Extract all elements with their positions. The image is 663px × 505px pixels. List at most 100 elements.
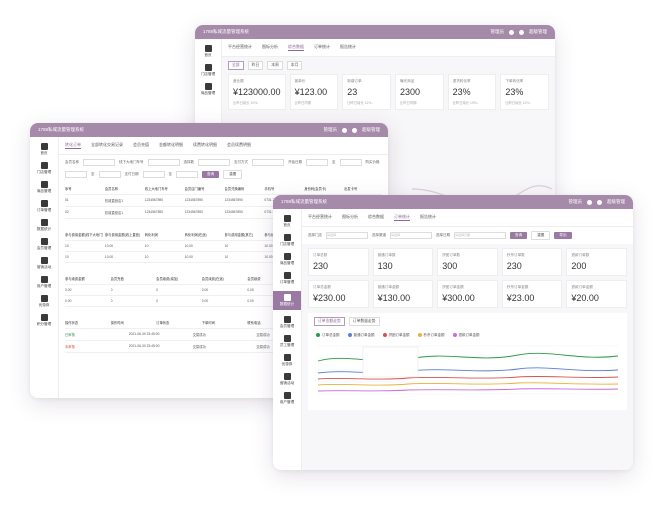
legend-dot [417, 333, 422, 338]
price-max-input[interactable] [98, 171, 121, 178]
sidebar-item-stats[interactable]: 数据统计 [273, 291, 301, 310]
tab-3[interactable]: 金额转化明细 [159, 142, 183, 147]
window-orders-left: 1788私域流量管理系统 管理员 超级管理 首页 门店管理 商品管理 订单管理 … [30, 123, 388, 398]
avatar[interactable] [597, 199, 602, 205]
tab-2[interactable]: 会员充值 [133, 142, 149, 147]
notification-icon[interactable] [509, 29, 514, 35]
legend-item[interactable]: 订单总金额 [316, 333, 340, 338]
sidebar: 首页 门店管理 商品管理 订单管理 数据统计 会员管理 营销活动 用户管理 优惠… [30, 137, 59, 398]
legend-item[interactable]: 退款订单金额 [452, 333, 480, 338]
search-button[interactable]: 查询 [202, 171, 220, 178]
sidebar-item-users[interactable]: 用户管理 [30, 276, 58, 289]
query-button[interactable]: 查询 [510, 232, 528, 239]
notification-icon[interactable] [342, 127, 347, 133]
tag-icon [40, 257, 48, 264]
admin-menu[interactable]: 管理员 [323, 127, 338, 132]
export-button[interactable]: 导出 [554, 232, 572, 239]
legend-dot [347, 333, 352, 338]
pay-end-input[interactable] [176, 171, 198, 178]
user-name[interactable]: 超级管理 [529, 29, 547, 34]
sidebar: 首页 门店管理 商品管理 订单管理 数据统计 会员管理 员工管理 优惠券 营销活… [273, 209, 302, 470]
member-name-input[interactable] [83, 159, 115, 166]
filter-bar: 会员名称 线下大地门车号 选择数 支付方式 开始日期 至 购买价格 至 支付日期… [59, 155, 388, 183]
tab-1[interactable]: 图标分析 [342, 214, 358, 219]
sidebar-item-store[interactable]: 门店管理 [273, 234, 301, 247]
count-cards: 订单总数 230 普通订单数 130 拼团订单数 300 秒杀订单数 230 退款订单数… [302, 248, 633, 276]
period-yesterday[interactable]: 昨日 [247, 61, 264, 70]
reset-button[interactable]: 重置 [223, 170, 243, 179]
legend-item[interactable]: 普通订单金额 [347, 333, 375, 338]
sidebar-item-orders[interactable]: 订单管理 [273, 272, 301, 285]
tab-bar: 平台经营统计 图标分析 综合数据 订单统计 报告统计 [222, 39, 555, 57]
user-name[interactable]: 超级管理 [362, 127, 380, 132]
sidebar-item-points[interactable]: 积分管理 [30, 314, 58, 327]
sidebar-item-store[interactable]: 门店管理 [30, 162, 58, 175]
stat-card: 订单总数 230 [308, 248, 369, 276]
status-badge: 已审核 [65, 333, 75, 337]
sidebar-item-marketing[interactable]: 营销活动 [30, 257, 58, 270]
app-title: 1788私域流量管理系统 [203, 29, 250, 34]
grid-icon [204, 64, 212, 71]
tab-amount-trend[interactable]: 订单金额走势 [314, 317, 345, 326]
series-seckill [317, 382, 619, 386]
period-week[interactable]: 本周 [267, 61, 283, 70]
sidebar-item-coupon[interactable]: 优惠券 [30, 295, 58, 308]
admin-menu[interactable]: 管理员 [568, 199, 583, 204]
pay-start-input[interactable] [142, 171, 165, 178]
tab-4[interactable]: 报告统计 [420, 214, 436, 219]
period-all[interactable]: 全部 [228, 61, 244, 70]
tab-5[interactable]: 会员续费明细 [227, 142, 251, 147]
sidebar-item-store[interactable]: 门店管理 [195, 64, 221, 77]
start-date-input[interactable] [306, 159, 328, 166]
stat-card: 客单价 ¥123.00 比昨日同期 [289, 74, 339, 110]
user-name[interactable]: 超级管理 [607, 199, 625, 204]
tab-4[interactable]: 报告统计 [340, 44, 356, 49]
tab-1[interactable]: 全部转化交易记录 [91, 142, 123, 147]
date-input[interactable]: 请选择日期 [454, 232, 506, 239]
tab-3[interactable]: 订单统计 [394, 214, 410, 221]
avatar[interactable] [519, 29, 524, 35]
end-date-input[interactable] [339, 159, 362, 166]
sidebar-item-members[interactable]: 会员管理 [30, 238, 58, 251]
select-input[interactable] [198, 159, 230, 166]
sidebar-item-staff[interactable]: 员工管理 [273, 335, 301, 348]
legend-item[interactable]: 秒杀订单金额 [417, 333, 445, 338]
notification-icon[interactable] [587, 199, 592, 205]
sidebar-item-coupon[interactable]: 优惠券 [273, 354, 301, 367]
sidebar-item-goods[interactable]: 商品管理 [30, 181, 58, 194]
box-icon [204, 83, 212, 90]
sidebar-item-marketing[interactable]: 营销活动 [273, 373, 301, 386]
dollar-icon [283, 215, 291, 222]
list-icon [40, 200, 48, 207]
tab-3[interactable]: 订单统计 [314, 44, 330, 49]
tab-2[interactable]: 综合数据 [368, 214, 384, 219]
store-select[interactable]: 请选择 [326, 232, 368, 239]
tab-count-trend[interactable]: 订单数量走势 [348, 317, 380, 326]
sidebar-item-goods[interactable]: 商品管理 [273, 253, 301, 266]
tab-0[interactable]: 转化订单 [65, 142, 81, 149]
legend-item[interactable]: 拼团订单金额 [382, 333, 410, 338]
admin-menu[interactable]: 管理员 [490, 29, 505, 34]
sidebar-item-users[interactable]: 用户管理 [273, 392, 301, 405]
trend-chart [317, 345, 619, 395]
avatar[interactable] [352, 127, 357, 133]
sidebar-item-home[interactable]: 首页 [30, 143, 58, 156]
tag-icon [283, 373, 291, 380]
sidebar-item-home[interactable]: 首页 [195, 45, 221, 58]
tab-0[interactable]: 平台经营统计 [228, 44, 252, 49]
payment-input[interactable] [252, 159, 284, 166]
tab-1[interactable]: 图标分析 [262, 44, 278, 49]
sidebar-item-home[interactable]: 首页 [273, 215, 301, 228]
period-month[interactable]: 本月 [286, 61, 303, 70]
price-min-input[interactable] [65, 171, 87, 178]
sidebar-item-members[interactable]: 会员管理 [273, 316, 301, 329]
sidebar-item-goods[interactable]: 商品管理 [195, 83, 221, 96]
tab-4[interactable]: 续费转化明细 [193, 142, 217, 147]
sidebar-item-stats[interactable]: 数据统计 [30, 219, 58, 232]
store-code-input[interactable] [147, 159, 180, 166]
tab-2[interactable]: 综合数据 [288, 44, 304, 51]
channel-select[interactable]: 请选择 [390, 232, 432, 239]
tab-0[interactable]: 平台经营统计 [308, 214, 332, 219]
reset-button[interactable]: 重置 [531, 231, 551, 240]
sidebar-item-orders[interactable]: 订单管理 [30, 200, 58, 213]
